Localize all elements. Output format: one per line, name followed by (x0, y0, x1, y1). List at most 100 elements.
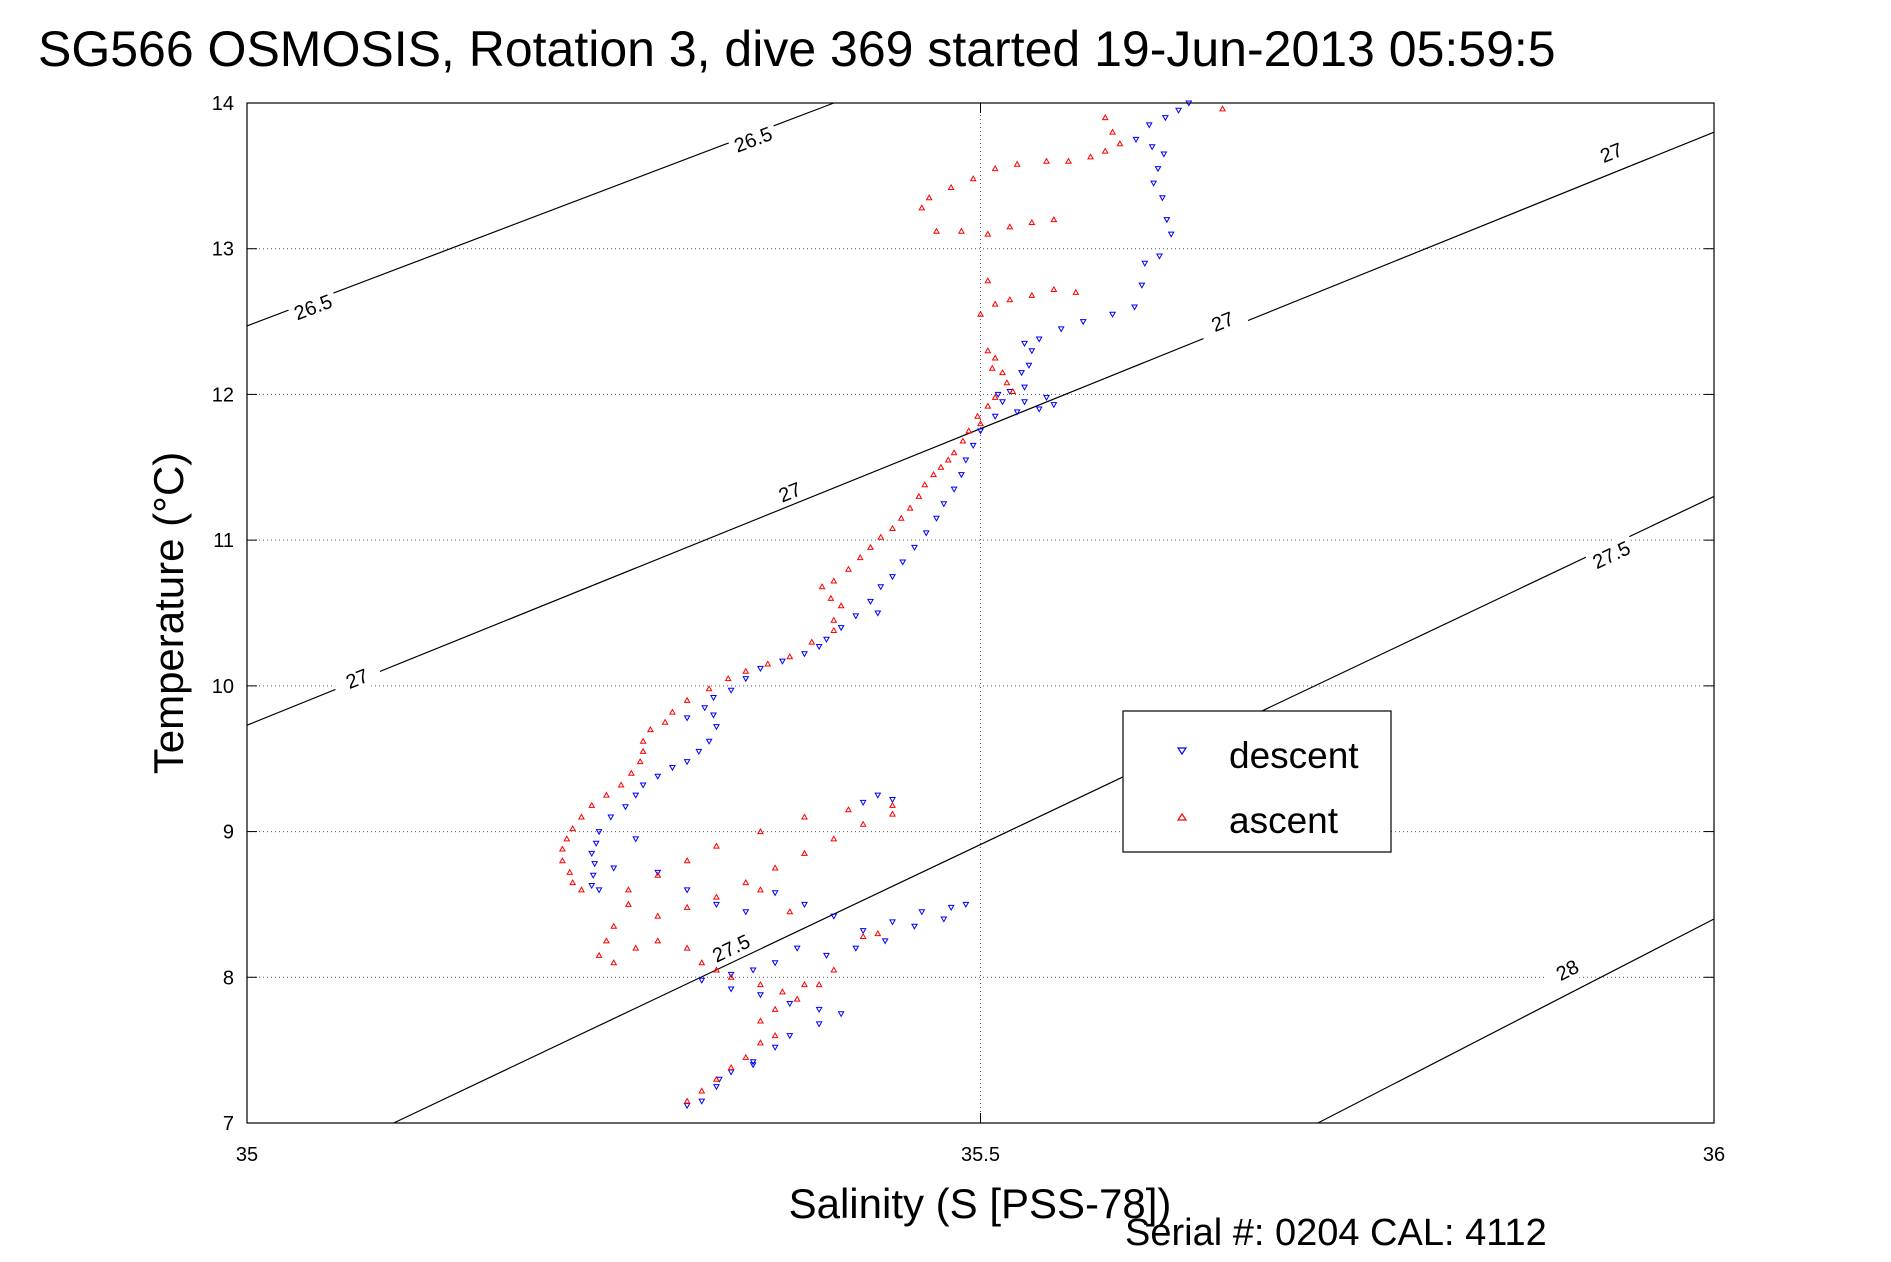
data-point-ascent (724, 674, 732, 682)
data-point-descent (1028, 348, 1036, 355)
data-point-descent (1163, 217, 1171, 224)
contour-line (393, 495, 1715, 1124)
data-point-descent (683, 1103, 691, 1110)
data-point-ascent (569, 825, 577, 832)
data-point-descent (654, 869, 662, 876)
data-point-ascent (727, 973, 735, 980)
data-point-ascent (1050, 215, 1058, 223)
contour-label-bg (726, 119, 780, 160)
data-point-ascent (808, 638, 816, 645)
data-point-descent (695, 748, 703, 756)
data-point-descent (756, 665, 764, 672)
data-point-descent (874, 610, 882, 617)
y-tick-label: 7 (223, 1113, 234, 1135)
data-point-ascent (991, 164, 999, 172)
data-point-ascent (569, 878, 577, 886)
data-point-ascent (830, 616, 838, 623)
data-point-descent (654, 773, 662, 780)
data-point-ascent (815, 980, 823, 988)
data-point-ascent (778, 988, 786, 995)
data-point-ascent (889, 524, 896, 531)
footer-serial-cal: Serial #: 0204 CAL: 4112 (1125, 1212, 1547, 1254)
data-point-descent (1175, 107, 1183, 114)
data-point-ascent (947, 183, 955, 191)
data-point-ascent (683, 1097, 691, 1104)
data-point-ascent (889, 810, 896, 817)
data-point-ascent (877, 533, 885, 540)
data-point-ascent (1006, 223, 1014, 230)
data-point-descent (999, 399, 1006, 406)
data-point-ascent (668, 708, 676, 715)
data-point-descent (749, 967, 757, 974)
data-point-ascent (889, 801, 896, 808)
data-point-descent (830, 913, 838, 920)
data-point-ascent (588, 801, 596, 808)
data-point-descent (712, 1084, 720, 1091)
data-point-descent (786, 1001, 794, 1008)
data-point-descent (749, 1059, 757, 1066)
legend-box (1122, 710, 1392, 853)
data-point-ascent (856, 554, 864, 561)
data-point-descent (1138, 282, 1146, 289)
data-points (558, 100, 1227, 1110)
data-point-ascent (786, 653, 794, 660)
legend: descent ascent (1122, 710, 1392, 853)
data-point-descent (683, 715, 691, 722)
legend-label-ascent: ascent (1229, 800, 1339, 841)
contour-label-bg (1540, 948, 1595, 992)
data-point-descent (977, 428, 984, 435)
data-point-descent (712, 901, 720, 909)
data-point-descent (874, 792, 882, 799)
data-point-descent (1150, 180, 1158, 187)
data-point-ascent (595, 951, 603, 958)
data-point-descent (933, 515, 940, 522)
data-point-ascent (867, 543, 874, 550)
data-point-descent (889, 797, 896, 804)
data-point-ascent (624, 886, 632, 893)
data-point-descent (683, 759, 691, 766)
data-point-ascent (654, 871, 662, 878)
data-point-descent (815, 1021, 823, 1028)
y-tick-label: 14 (212, 93, 234, 115)
data-point-descent (1013, 409, 1021, 416)
data-point-ascent (610, 922, 618, 929)
data-point-descent (947, 904, 955, 911)
data-point-descent (1148, 144, 1156, 151)
contour-label-group: 27 (1195, 301, 1250, 342)
data-point-descent (1057, 326, 1065, 333)
data-point-ascent (950, 449, 958, 456)
data-point-descent (889, 919, 896, 926)
data-point-ascent (801, 849, 808, 856)
data-point-descent (595, 829, 603, 836)
y-tick-label: 13 (212, 239, 234, 261)
data-point-descent (727, 971, 735, 978)
data-point-ascent (742, 878, 750, 886)
data-point-descent (969, 442, 977, 450)
data-point-ascent (646, 725, 654, 733)
data-point-ascent (1101, 113, 1109, 121)
data-point-descent (710, 712, 717, 719)
legend-marker-ascent (1176, 812, 1188, 821)
data-point-descent (705, 738, 713, 745)
data-point-descent (994, 391, 1002, 399)
data-point-descent (815, 1006, 823, 1013)
data-point-ascent (624, 900, 632, 907)
contour-line (1317, 918, 1715, 1124)
data-point-ascent (1013, 160, 1021, 167)
data-point-descent (698, 1098, 706, 1105)
data-point-descent (823, 636, 830, 643)
data-point-ascent (959, 437, 967, 444)
data-point-descent (668, 764, 676, 772)
data-point-descent (801, 651, 808, 658)
data-point-ascent (1006, 296, 1014, 303)
contour-label-bg (286, 287, 340, 327)
data-point-descent (1021, 399, 1028, 406)
data-point-descent (867, 598, 874, 605)
data-point-descent (1141, 260, 1149, 267)
data-point-descent (940, 501, 948, 508)
data-point-ascent (874, 929, 882, 937)
contour-label-group: 27 (330, 658, 384, 699)
data-point-descent (859, 799, 867, 807)
data-point-descent (591, 861, 599, 868)
data-point-ascent (764, 660, 772, 667)
